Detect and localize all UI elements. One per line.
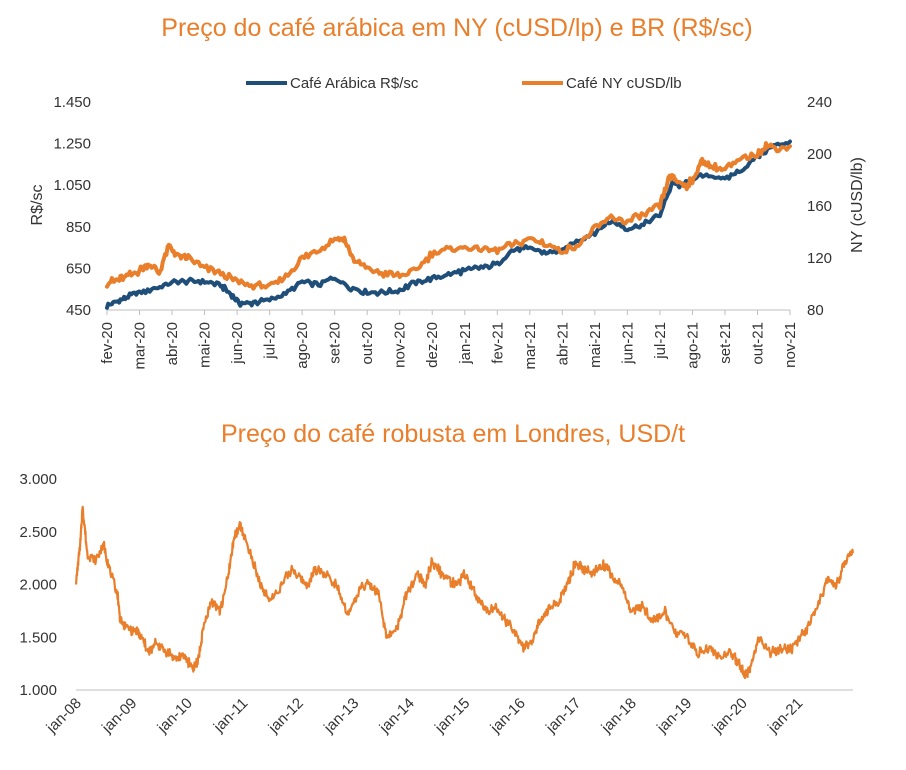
chart1-left-tick-label: 650 bbox=[66, 260, 91, 277]
series-line-robusta bbox=[74, 505, 855, 679]
chart1-x-tick-label: set-20 bbox=[327, 322, 344, 364]
chart1-x-tick-label: mai-20 bbox=[197, 322, 214, 368]
chart1-x-tick-label: nov-20 bbox=[392, 322, 409, 368]
chart1-x-tick-label: ago-20 bbox=[294, 322, 311, 369]
chart2-x-tick-label: jan-14 bbox=[376, 695, 418, 737]
chart1-x-tick-label: abr-20 bbox=[164, 322, 181, 365]
chart2-x-tick-label: jan-15 bbox=[431, 695, 473, 737]
chart1-x-tick-label: fev-20 bbox=[99, 322, 116, 364]
chart2-y-tick-label: 3.000 bbox=[19, 471, 57, 488]
chart1-right-tick-label: 200 bbox=[807, 146, 832, 163]
chart1-left-tick-label: 1.450 bbox=[53, 94, 91, 111]
chart1-x-tick-label: out-20 bbox=[359, 322, 376, 365]
chart1-left-tick-label: 1.250 bbox=[53, 136, 91, 153]
chart2-x-tick-label: jan-17 bbox=[542, 695, 584, 737]
chart2-y-tick-label: 2.500 bbox=[19, 524, 57, 541]
chart1-left-axis-label: R$/sc bbox=[29, 185, 46, 226]
chart1-x-tick-label: jul-21 bbox=[652, 322, 669, 360]
chart1-right-tick-label: 80 bbox=[807, 302, 824, 319]
chart2-lines bbox=[74, 505, 855, 679]
chart1-right-tick-label: 120 bbox=[807, 250, 832, 267]
chart1-ticks: 450 650 850 1.050 1.250 1.450 80 120 160 200 240 fe… bbox=[53, 94, 832, 370]
chart2-title: Preço do café robusta em Londres, USD/t bbox=[221, 420, 685, 448]
chart2-x-tick-label: jan-11 bbox=[210, 695, 251, 736]
chart1-left-tick-label: 1.050 bbox=[53, 177, 91, 194]
chart1-x-tick-label: mar-21 bbox=[522, 322, 539, 370]
chart2-x-tick-label: jan-10 bbox=[154, 695, 196, 737]
chart2-y-tick-label: 1.000 bbox=[19, 682, 57, 699]
legend-label-ny: Café NY cUSD/lb bbox=[566, 75, 682, 92]
chart1-x-tick-label: out-21 bbox=[749, 322, 766, 365]
chart1-x-tick-label: mar-20 bbox=[132, 322, 149, 370]
chart1-lines bbox=[105, 139, 792, 310]
chart1-left-tick-label: 450 bbox=[66, 302, 91, 319]
chart2-y-tick-label: 2.000 bbox=[19, 577, 57, 594]
chart1-left-tick-label: 850 bbox=[66, 219, 91, 236]
chart1-x-tick-label: jan-21 bbox=[457, 322, 474, 365]
chart2-x-tick-label: jan-19 bbox=[653, 695, 695, 737]
chart1-x-tick-label: dez-20 bbox=[424, 322, 441, 368]
series-line-arabica-br bbox=[105, 139, 792, 310]
chart2-x-tick-label: jan-18 bbox=[598, 695, 640, 737]
chart1-x-tick-label: jun-21 bbox=[619, 322, 636, 365]
chart1-x-tick-label: fev-21 bbox=[489, 322, 506, 364]
chart1-x-tick-label: jul-20 bbox=[262, 322, 279, 360]
chart1-axes bbox=[106, 309, 791, 315]
series-line-ny bbox=[105, 141, 792, 291]
chart1-right-tick-label: 160 bbox=[807, 198, 832, 215]
chart2-x-tick-label: jan-13 bbox=[320, 695, 362, 737]
chart1-x-tick-label: abr-21 bbox=[554, 322, 571, 365]
chart1-x-tick-label: ago-21 bbox=[684, 322, 701, 369]
chart2-ticks: 1.000 1.500 2.000 2.500 3.000 jan-08 jan-09 jan… bbox=[19, 471, 806, 737]
chart2-x-tick-label: jan-16 bbox=[487, 695, 529, 737]
chart1-x-tick-label: set-21 bbox=[717, 322, 734, 364]
legend-label-arabica-br: Café Arábica R$/sc bbox=[290, 75, 419, 92]
chart1-legend: Café Arábica R$/sc Café NY cUSD/lb bbox=[246, 75, 682, 92]
chart1-right-tick-label: 240 bbox=[807, 94, 832, 111]
chart1-x-tick-label: jun-20 bbox=[229, 322, 246, 365]
chart2-x-tick-label: jan-09 bbox=[98, 695, 140, 737]
chart2-x-tick-label: jan-21 bbox=[764, 695, 806, 737]
chart2-x-tick-label: jan-20 bbox=[709, 695, 751, 737]
chart2-x-tick-label: jan-12 bbox=[265, 695, 307, 737]
chart1-x-tick-label: mai-21 bbox=[587, 322, 604, 368]
chart1-x-tick-label: nov-21 bbox=[782, 322, 799, 368]
chart1-right-axis-label: NY (cUSD/lb) bbox=[849, 157, 866, 253]
chart2-y-tick-label: 1.500 bbox=[19, 629, 57, 646]
chart1-title: Preço do café arábica em NY (cUSD/lp) e … bbox=[161, 14, 752, 42]
chart2-x-tick-label: jan-08 bbox=[43, 695, 85, 737]
